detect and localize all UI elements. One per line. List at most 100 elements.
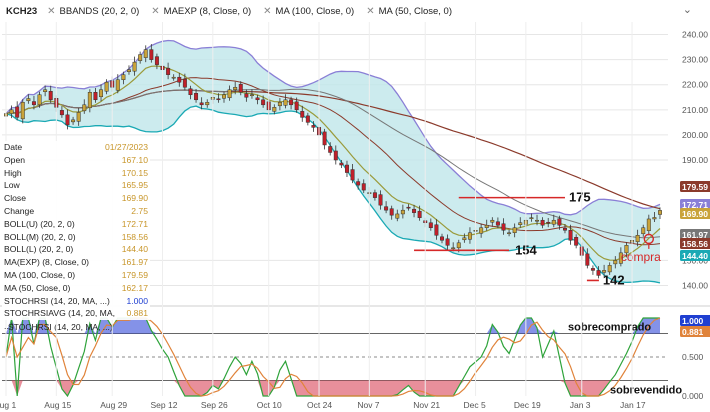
candle-body xyxy=(249,94,254,97)
x-tick-label: Sep 12 xyxy=(151,400,178,410)
last-value-label: 0.881 xyxy=(682,327,704,337)
candle-body xyxy=(613,260,618,265)
close-icon[interactable]: ✕ xyxy=(47,5,56,17)
data-row-close: Close 169.90 xyxy=(4,193,148,204)
y-tick-label: 210.00 xyxy=(682,105,708,115)
low-label: 142 xyxy=(603,272,625,287)
candle-body xyxy=(445,238,450,246)
candle-body xyxy=(71,119,76,123)
data-row-open: Open 167.10 xyxy=(4,154,148,165)
last-value-label: 169.90 xyxy=(682,209,708,219)
candle-body xyxy=(602,270,607,273)
data-row-stochrsiavg: STOCHRSIAVG (14, 20, MA, ...) 0.881 xyxy=(4,308,148,332)
candle-body xyxy=(261,99,266,106)
buy-signal-label: compra xyxy=(621,250,661,264)
candle-body xyxy=(233,86,238,90)
candle-body xyxy=(562,227,567,231)
candle-body xyxy=(384,206,389,211)
oversold-fill xyxy=(6,380,660,396)
candle-body xyxy=(400,209,405,215)
candle-body xyxy=(272,107,277,112)
candle-body xyxy=(277,102,282,107)
x-tick-label: Dec 19 xyxy=(514,400,541,410)
candle-body xyxy=(9,109,14,114)
data-window: Date 01/27/2023 Open 167.10 High 170.15 Low… xyxy=(2,141,150,332)
x-tick-label: Nov 21 xyxy=(413,400,440,410)
candle-body xyxy=(585,253,590,266)
last-value-box xyxy=(680,250,710,261)
candle-body xyxy=(182,78,187,88)
candle-body xyxy=(171,76,176,79)
candle-body xyxy=(138,54,143,61)
y-tick-label: 240.00 xyxy=(682,30,708,40)
candle-body xyxy=(624,245,629,254)
candle-body xyxy=(216,98,221,101)
x-tick-label: Oct 10 xyxy=(257,400,282,410)
buy-signal-marker xyxy=(643,233,655,245)
candle-body xyxy=(529,217,534,219)
candle-body xyxy=(596,270,601,276)
candle-body xyxy=(344,164,349,173)
x-tick-label: Nov 7 xyxy=(357,400,379,410)
candle-body xyxy=(484,224,489,228)
data-row-ma100: MA (100, Close, 0) 179.59 xyxy=(4,269,148,280)
candle-body xyxy=(356,181,361,186)
candle-body xyxy=(495,221,500,226)
y-tick-label: 220.00 xyxy=(682,80,708,90)
candle-body xyxy=(121,74,126,80)
y-tick-label: 0.000 xyxy=(682,391,704,401)
candle-body xyxy=(350,169,355,181)
candle-body xyxy=(154,56,159,65)
oversold-label: sobrevendido xyxy=(610,384,682,396)
candle-body xyxy=(462,237,467,241)
candle-body xyxy=(440,236,444,241)
candle-body xyxy=(244,93,249,98)
data-row-boll-middle: BOLL(M) (20, 2, 0) 158.56 xyxy=(4,231,148,242)
indicator-ma100[interactable]: ✕ MA (100, Close, 0) xyxy=(263,5,355,17)
candle-body xyxy=(222,94,226,99)
candle-body xyxy=(199,102,204,106)
close-icon[interactable]: ✕ xyxy=(151,5,160,17)
last-value-box xyxy=(680,181,710,192)
last-value-box xyxy=(680,315,710,326)
candle-body xyxy=(31,101,36,106)
last-value-box xyxy=(680,326,710,337)
candle-body xyxy=(126,69,131,72)
candle-body xyxy=(412,208,417,213)
last-value-label: 172.71 xyxy=(682,200,708,210)
candle-body xyxy=(149,49,154,60)
close-icon[interactable]: ✕ xyxy=(366,5,375,17)
y-tick-label: 200.00 xyxy=(682,130,708,140)
data-row-change: Change 2.75 xyxy=(4,205,148,216)
chevron-down-icon[interactable]: ⌄ xyxy=(682,4,692,16)
candle-body xyxy=(294,101,299,111)
y-tick-label: 0.500 xyxy=(682,352,704,362)
x-tick-label: Jan 3 xyxy=(570,400,591,410)
candle-body xyxy=(395,213,400,219)
last-value-label: 144.40 xyxy=(682,251,708,261)
bollinger-lower-line xyxy=(5,105,661,284)
close-icon[interactable]: ✕ xyxy=(263,5,272,17)
candle-body xyxy=(93,92,98,101)
candle-body xyxy=(607,265,612,273)
last-value-label: 1.000 xyxy=(682,316,704,326)
indicator-bbands[interactable]: ✕ BBANDS (20, 2, 0) xyxy=(47,5,140,17)
candle-body xyxy=(467,232,472,240)
candle-body xyxy=(428,222,433,228)
candle-body xyxy=(507,232,512,235)
indicator-maexp[interactable]: ✕ MAEXP (8, Close, 0) xyxy=(151,5,252,17)
candle-body xyxy=(205,102,210,106)
data-row-low: Low 165.95 xyxy=(4,180,148,191)
candle-body xyxy=(20,102,25,120)
data-row-ma50: MA (50, Close, 0) 162.17 xyxy=(4,282,148,293)
candle-body xyxy=(166,67,171,75)
candle-body xyxy=(104,81,109,92)
candle-body xyxy=(635,235,640,243)
indicator-ma50[interactable]: ✕ MA (50, Close, 0) xyxy=(366,5,452,17)
candle-body xyxy=(328,146,333,153)
candle-body xyxy=(76,112,81,122)
candle-body xyxy=(311,125,316,128)
candle-body xyxy=(65,114,70,126)
oscillator-title: STOCHRSI (14, 20, MA, ...) xyxy=(8,322,113,332)
